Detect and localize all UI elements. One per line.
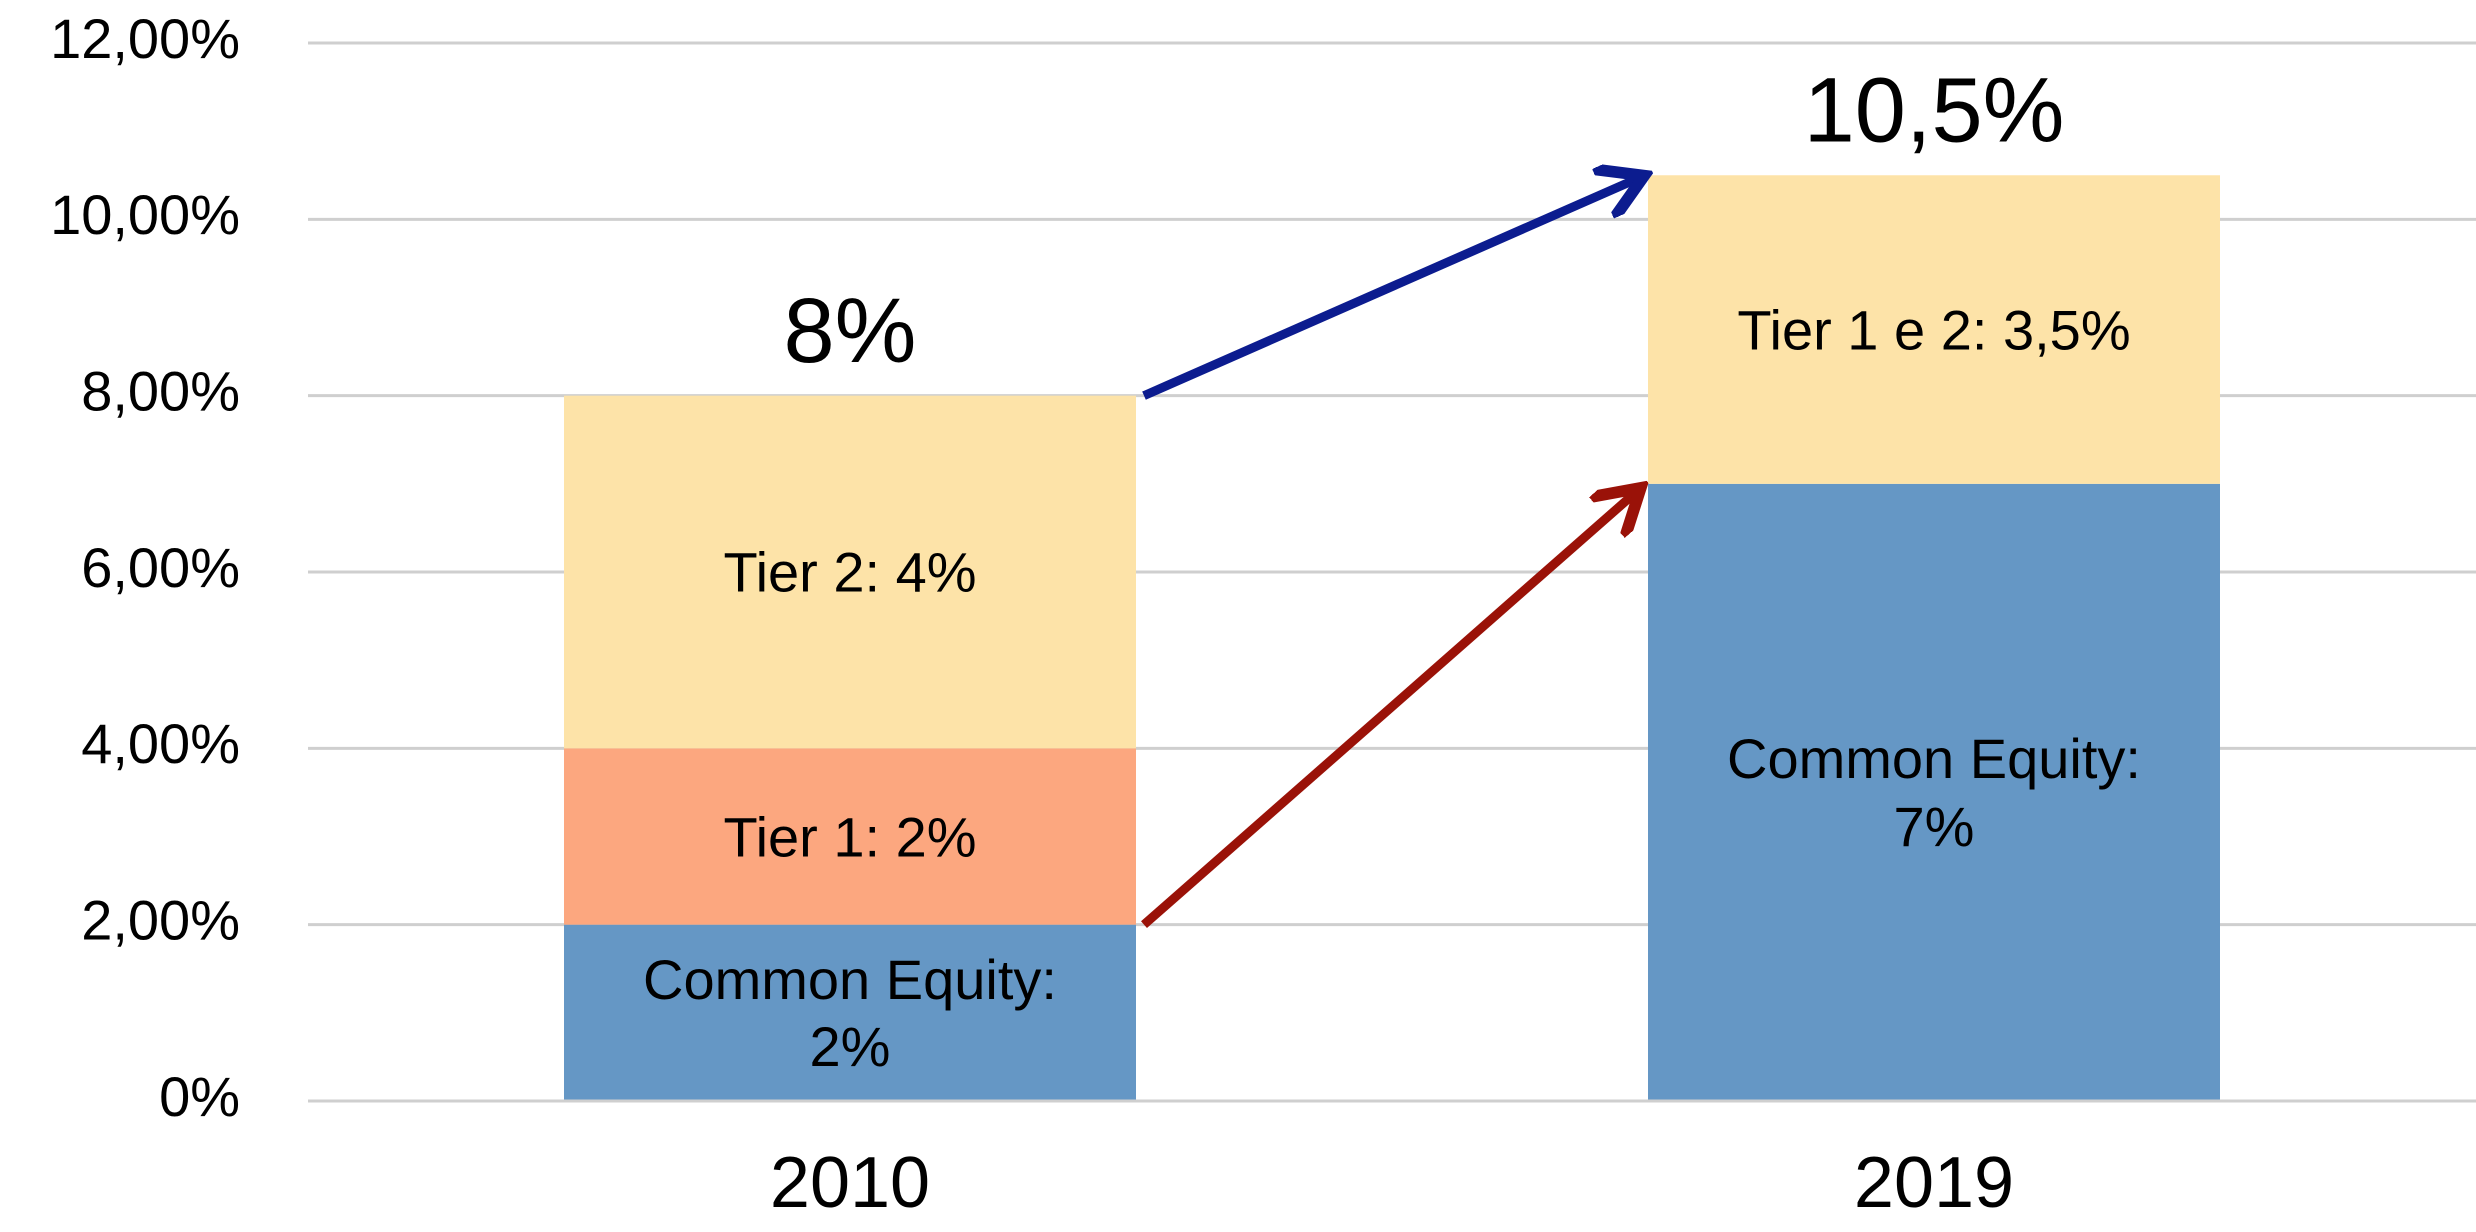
y-tick-label: 6,00% (81, 536, 240, 599)
y-tick-label: 0% (159, 1065, 240, 1128)
total-label: 8% (784, 280, 917, 382)
segment-label: Tier 2: 4% (723, 540, 977, 604)
y-tick-label: 4,00% (81, 712, 240, 775)
bar-segment (1648, 483, 2220, 1101)
arrow (1141, 494, 1634, 929)
total-label: 10,5% (1804, 60, 2065, 162)
bar-segment (564, 748, 1136, 925)
segment-label: Tier 1: 2% (723, 804, 977, 868)
bar-segment (1648, 175, 2220, 484)
y-tick-label: 8,00% (81, 359, 240, 422)
bar-segment (564, 924, 1136, 1101)
y-tick-label: 2,00% (81, 888, 240, 951)
segment-label: Common Equity: 7% (1727, 727, 2141, 858)
segment-label: Common Equity: 2% (643, 947, 1057, 1078)
x-tick-label: 2010 (770, 1143, 930, 1223)
segment-label: Tier 1 e 2: 3,5% (1737, 297, 2131, 361)
arrow (1142, 179, 1636, 400)
y-tick-label: 10,00% (50, 183, 240, 246)
y-tick-label: 12,00% (50, 7, 240, 70)
bar-segment (564, 395, 1136, 749)
x-tick-label: 2019 (1854, 1143, 2014, 1223)
